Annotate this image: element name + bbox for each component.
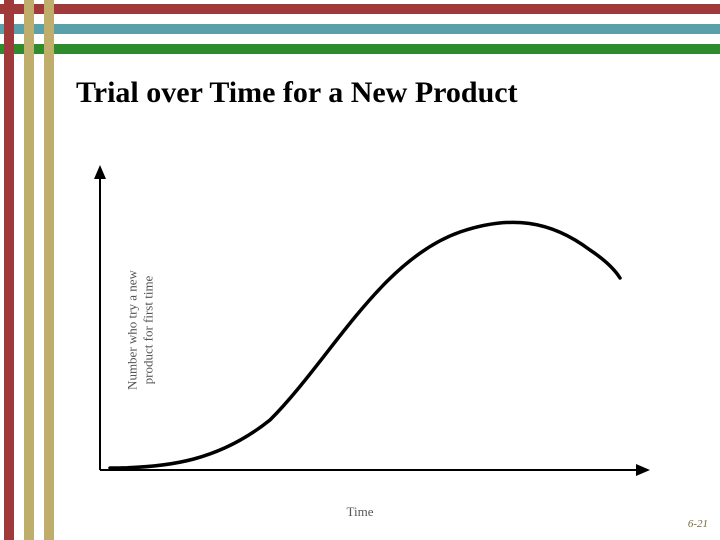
trial-curve-chart: Number who try a new product for first t… <box>60 160 660 500</box>
stripe-v-2 <box>24 0 34 540</box>
page-number: 6-21 <box>688 518 708 530</box>
stripe-h-1 <box>0 4 720 14</box>
x-axis-label: Time <box>347 504 374 520</box>
y-axis-label-line-1: Number who try a new <box>124 230 140 430</box>
stripe-h-3 <box>0 44 720 54</box>
stripe-h-2 <box>0 24 720 34</box>
stripe-v-1 <box>4 0 14 540</box>
y-axis-label: Number who try a new product for first t… <box>124 230 155 430</box>
stripe-v-3 <box>44 0 54 540</box>
page-title: Trial over Time for a New Product <box>76 76 518 110</box>
y-axis-label-line-2: product for first time <box>140 230 156 430</box>
